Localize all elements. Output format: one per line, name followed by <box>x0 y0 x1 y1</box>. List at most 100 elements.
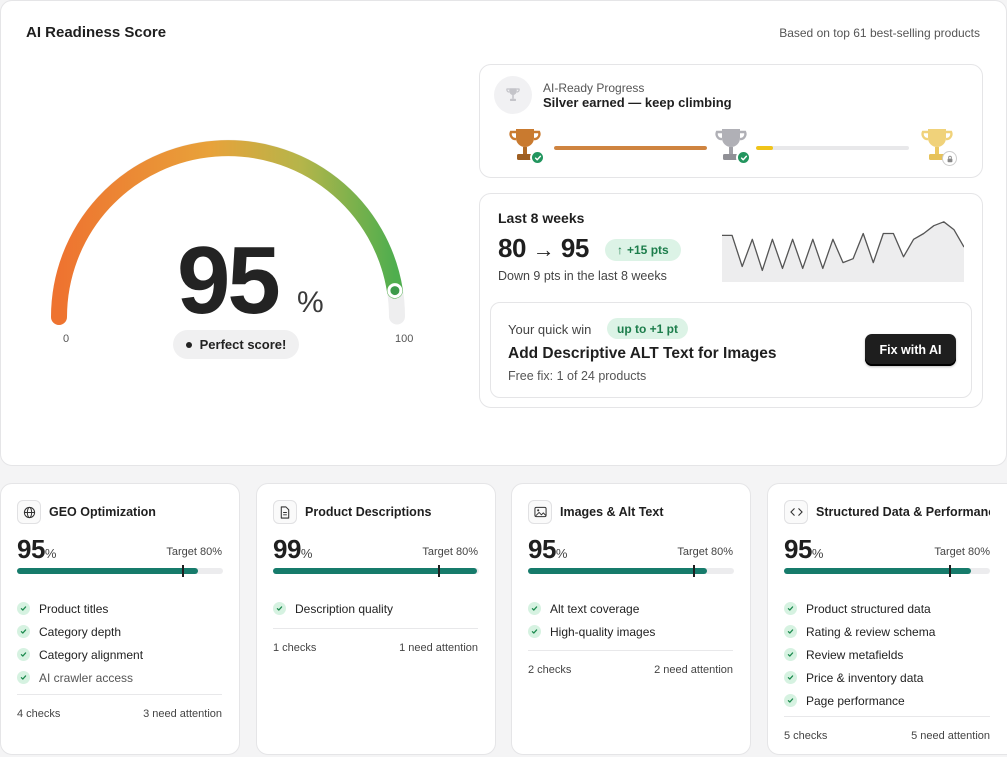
check-icon <box>528 625 541 638</box>
category-progress-bar <box>784 565 990 577</box>
category-score-unit: % <box>811 546 824 561</box>
ai-readiness-panel: AI Readiness Score Based on top 61 best-… <box>0 0 1007 466</box>
check-icon <box>784 602 797 615</box>
category-name: GEO Optimization <box>49 505 156 519</box>
category-target: Target 80% <box>677 546 733 558</box>
image-icon <box>528 500 552 524</box>
category-score-unit: % <box>555 546 568 561</box>
list-item: High-quality images <box>528 620 655 643</box>
trend-note: Down 9 pts in the last 8 weeks <box>498 269 667 283</box>
category-name: Images & Alt Text <box>560 505 664 519</box>
check-label: Rating & review schema <box>806 624 936 639</box>
arrow-up-icon: ↑ <box>617 243 623 257</box>
check-icon <box>17 625 30 638</box>
score-gauge <box>51 139 405 325</box>
status-text: Perfect score! <box>199 337 287 352</box>
silver-gold-fill <box>756 146 773 150</box>
check-label: AI crawler access <box>39 670 134 685</box>
category-progress-bar <box>17 565 223 577</box>
list-item: Category alignment <box>17 643 143 666</box>
sparkline-area <box>722 221 964 282</box>
check-label: Description quality <box>295 601 394 616</box>
list-item: Product titles <box>17 597 143 620</box>
category-card-structured-data: Structured Data & Performance 95% Target… <box>767 483 1007 755</box>
gauge-min-label: 0 <box>63 333 70 345</box>
quick-win-label: Your quick win <box>508 322 592 337</box>
checks-count: 5 checks <box>784 730 828 742</box>
check-icon <box>784 625 797 638</box>
category-progress-bar <box>273 565 479 577</box>
attention-count: 5 need attention <box>911 730 990 742</box>
code-icon <box>784 500 808 524</box>
check-list: Alt text coverage High-quality images <box>528 597 655 643</box>
list-item: Alt text coverage <box>528 597 655 620</box>
checks-count: 4 checks <box>17 708 61 720</box>
category-score: 95% <box>784 534 823 565</box>
category-footer: 1 checks 1 need attention <box>273 628 478 654</box>
category-card-images: Images & Alt Text 95% Target 80% Alt tex… <box>511 483 751 755</box>
check-icon <box>784 671 797 684</box>
category-target: Target 80% <box>422 546 478 558</box>
earned-check-icon <box>530 150 545 165</box>
category-target: Target 80% <box>934 546 990 558</box>
target-marker <box>437 565 440 577</box>
check-label: Product titles <box>39 601 109 616</box>
progress-label: AI-Ready Progress <box>543 81 645 95</box>
trend-from: 80 <box>498 233 526 263</box>
attention-count: 1 need attention <box>399 642 478 654</box>
gauge-max-label: 100 <box>395 333 414 345</box>
fix-with-ai-button[interactable]: Fix with AI <box>865 334 956 366</box>
check-list: Product titles Category depth Category a… <box>17 597 143 689</box>
check-icon <box>17 648 30 661</box>
check-icon <box>784 694 797 707</box>
silver-gold-track <box>756 146 909 150</box>
check-label: Review metafields <box>806 647 904 662</box>
quick-win-badge: up to +1 pt <box>607 318 688 339</box>
category-footer: 5 checks 5 need attention <box>784 716 990 742</box>
list-item: Category depth <box>17 620 143 643</box>
category-target: Target 80% <box>166 546 222 558</box>
attention-count: 3 need attention <box>143 708 222 720</box>
lock-icon <box>942 151 957 166</box>
category-progress-fill <box>17 568 199 574</box>
check-list: Product structured data Rating & review … <box>784 597 935 712</box>
target-marker <box>692 565 695 577</box>
check-label: Price & inventory data <box>806 670 924 685</box>
list-item: Rating & review schema <box>784 620 935 643</box>
earned-check-icon <box>736 150 751 165</box>
quick-win-card: Your quick win up to +1 pt Add Descripti… <box>490 302 972 398</box>
category-footer: 2 checks 2 need attention <box>528 650 733 676</box>
globe-icon <box>17 500 41 524</box>
category-score-unit: % <box>44 546 57 561</box>
list-item: Product structured data <box>784 597 935 620</box>
target-marker <box>181 565 184 577</box>
check-label: High-quality images <box>550 624 656 639</box>
checks-count: 1 checks <box>273 642 317 654</box>
page-subtitle: Based on top 61 best-selling products <box>779 26 980 40</box>
quick-win-title: Add Descriptive ALT Text for Images <box>508 345 777 362</box>
list-item: Page performance <box>784 689 935 712</box>
category-progress-fill <box>784 568 972 574</box>
list-item: AI crawler access <box>17 666 143 689</box>
category-progress-bar <box>528 565 734 577</box>
check-icon <box>17 602 30 615</box>
check-label: Page performance <box>806 693 905 708</box>
score-unit: % <box>297 286 324 319</box>
bronze-silver-fill <box>554 146 707 150</box>
sparkline-line <box>722 221 964 272</box>
trend-delta-badge: ↑ +15 pts <box>605 239 681 261</box>
category-score: 99% <box>273 534 312 565</box>
trend-card: Last 8 weeks 80 → 95 ↑ +15 pts Down 9 pt… <box>479 193 983 408</box>
category-score-unit: % <box>300 546 313 561</box>
check-icon <box>273 602 286 615</box>
category-progress-fill <box>528 568 708 574</box>
category-progress-fill <box>273 568 477 574</box>
check-label: Category depth <box>39 624 122 639</box>
attention-count: 2 need attention <box>654 664 733 676</box>
check-icon <box>528 602 541 615</box>
trend-sparkline <box>722 221 964 282</box>
check-list: Description quality <box>273 597 393 620</box>
page-title: AI Readiness Score <box>26 24 167 41</box>
check-label: Category alignment <box>39 647 144 662</box>
dot-icon <box>185 341 192 348</box>
